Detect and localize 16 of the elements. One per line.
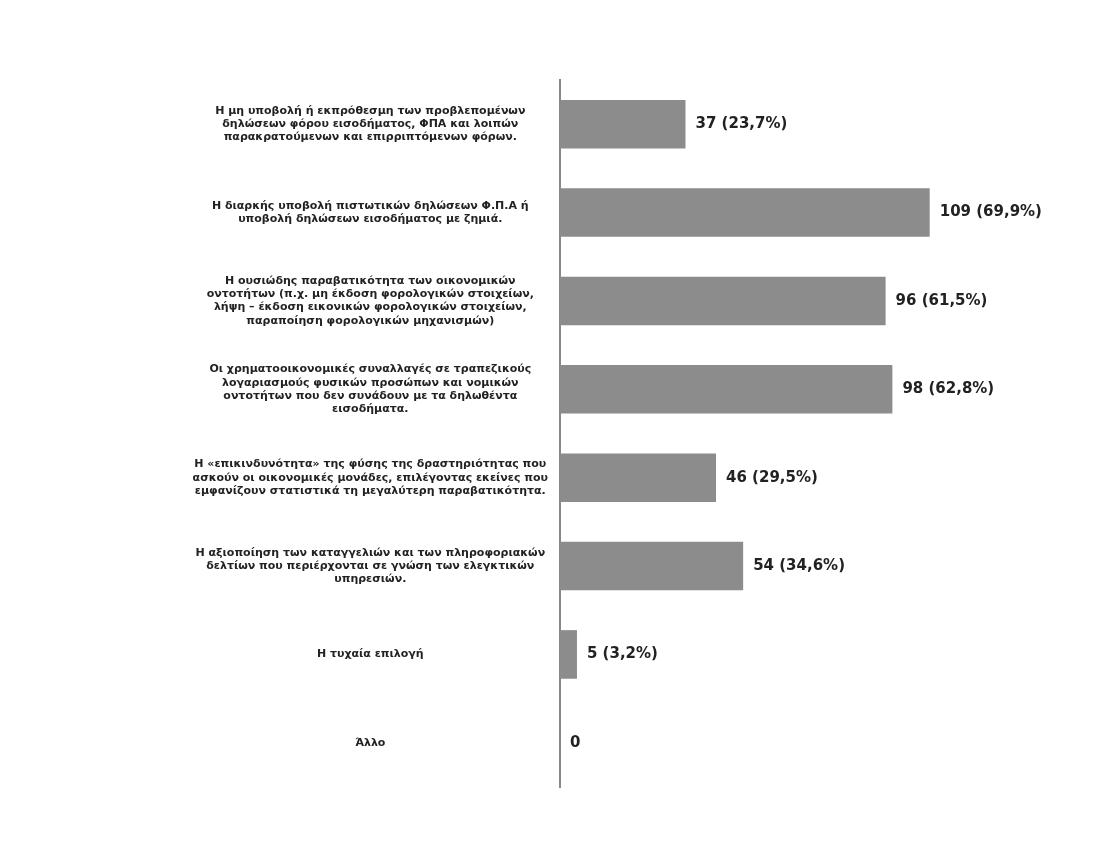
data-label: 96 (61,5%)	[895, 290, 988, 309]
data-label: 5 (3,2%)	[586, 644, 658, 663]
y-tick-label: Η τυχαία επιλογή	[316, 647, 424, 661]
y-tick-label: Η διαρκής υποβολή πιστωτικών δηλώσεων Φ.Π.Α ή υποβολή δηλώσεων εισοδήματος με ζημιά.	[211, 198, 529, 226]
y-tick-label: Η «επικινδυνότητα» της φύσης της δραστηριότητας που ασκούν οι οικονομικές μονάδες, επιλέγοντας εκείνες που εμφανίζουν στατιστικά τη μεγαλύτερη παραβατικότητα.	[192, 457, 549, 497]
y-tick-label: Η αξιοποίηση των καταγγελιών και των πληροφοριακών δελτίων που περιέρχονται σε γνώση των ελεγκτικών υπηρεσιών.	[195, 545, 546, 586]
y-tick-label: Η ουσιώδης παραβατικότητα των οικονομικών οντοτήτων (π.χ. μη έκδοση φορολογικών στοιχείων, λήψη – έκδοση εικονικών φορολογικών στοιχείων, παραποίηση φορολογικών μηχανισμών)	[206, 274, 534, 327]
y-tick-label: Η μη υποβολή ή εκπρόθεσμη των προβλεπομένων δηλώσεων φόρου εισοδήματος, ΦΠΑ και λοιπών παρακρατούμενων και επιρριπτόμενων φόρων.	[215, 103, 526, 144]
data-label: 0	[570, 732, 581, 751]
y-tick-label: Οι χρηματοοικονομικές συναλλαγές σε τραπεζικούς λογαριασμούς φυσικών προσώπων και νομικών οντοτήτων που δεν συνάδουν με τα δηλωθέντα εισοδήματα.	[209, 362, 532, 415]
data-label: 54 (34,6%)	[753, 555, 846, 574]
data-label: 46 (29,5%)	[726, 467, 818, 486]
data-label: 98 (62,8%)	[902, 379, 995, 398]
y-tick-label: Άλλο	[355, 735, 386, 749]
data-label: 109 (69,9%)	[939, 202, 1042, 221]
data-label: 37 (23,7%)	[695, 114, 788, 133]
